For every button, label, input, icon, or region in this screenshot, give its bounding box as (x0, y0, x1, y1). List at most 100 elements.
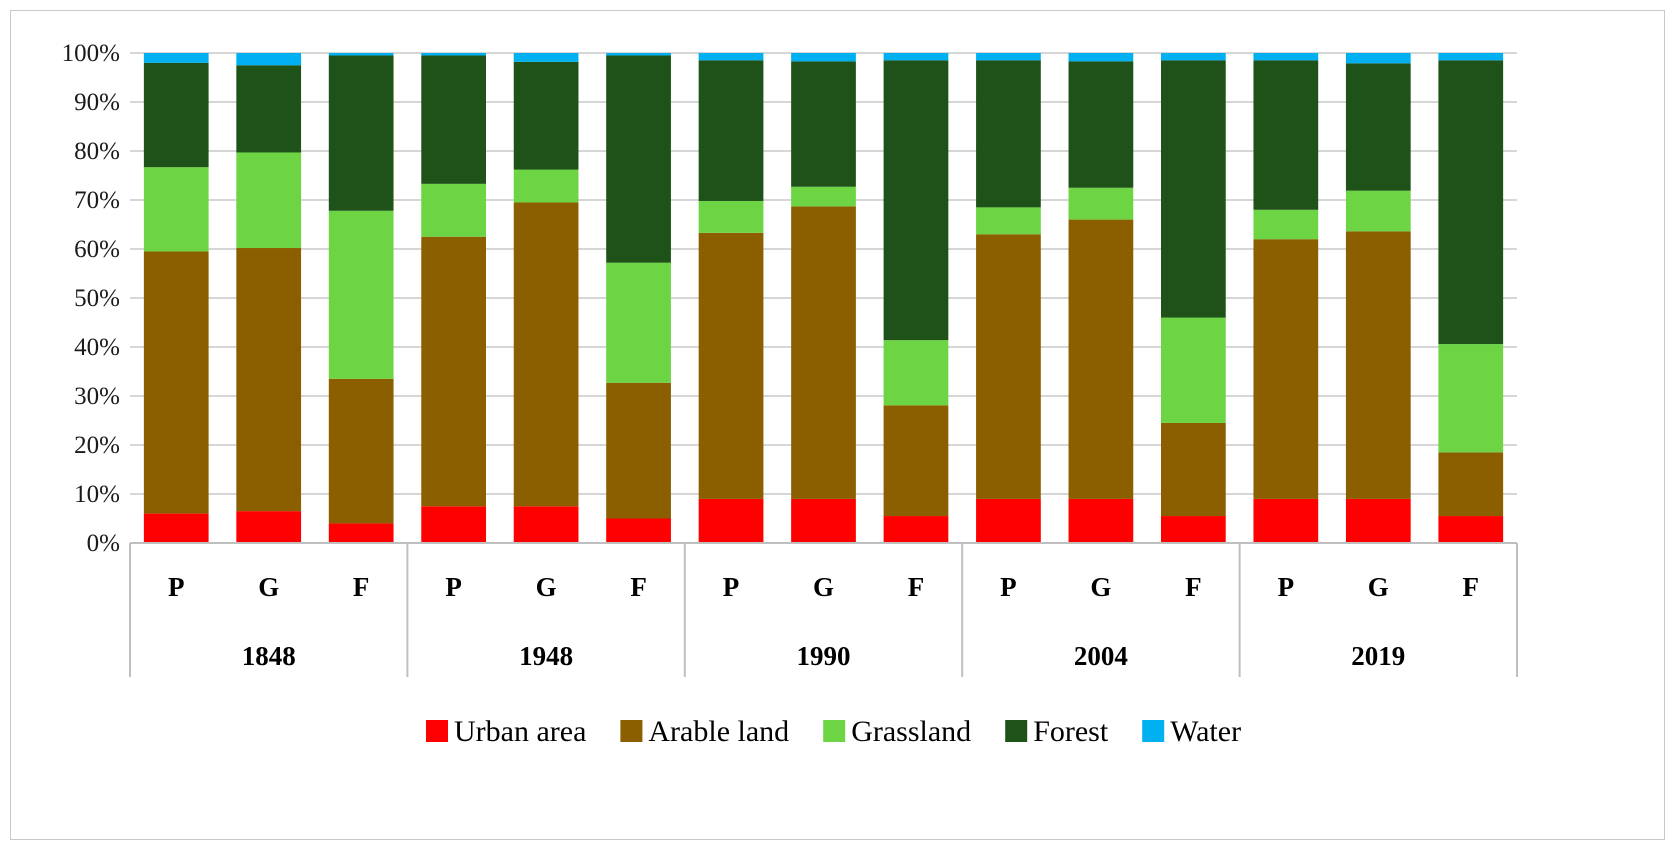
x-subcategory-label: P (445, 572, 462, 602)
bar-segment-water (883, 53, 949, 61)
y-tick-label: 0% (87, 530, 120, 557)
legend-item-grassland: Grassland (823, 715, 971, 748)
legend-item-water: Water (1142, 715, 1241, 748)
bar-segment-grassland (1161, 317, 1226, 423)
bar-segment-grassland (1068, 187, 1134, 220)
bar-segment-forest (791, 61, 856, 187)
bar-segment-arable-land (328, 378, 394, 524)
y-tick-label: 70% (74, 187, 120, 214)
bar-segment-grassland (236, 152, 302, 249)
x-group-label: 2004 (1074, 641, 1128, 671)
bar-segment-forest (976, 60, 1041, 208)
y-tick-label: 80% (74, 138, 120, 165)
chart-frame: 0% 10% 20% 30% 40% 50% 60% 70% 80% 90% 100% P G F 184… (10, 10, 1665, 840)
x-subcategory-label: P (1278, 572, 1295, 602)
bar-segment-arable-land (606, 382, 671, 519)
bar-segment-arable-land (1253, 239, 1319, 499)
x-subcategory-label: G (258, 572, 279, 602)
bar-segment-urban-area (143, 513, 209, 543)
bar-segment-water (1161, 53, 1226, 61)
bar-segment-urban-area (1345, 498, 1411, 543)
legend-label: Urban area (454, 715, 586, 748)
bar-segment-grassland (1438, 344, 1504, 453)
bar-segment-urban-area (421, 506, 486, 543)
y-tick-label: 50% (74, 285, 120, 312)
bar-segment-water (513, 53, 579, 62)
bar-segment-water (421, 53, 486, 56)
bar-segment-water (791, 53, 856, 62)
bar-segment-urban-area (236, 511, 302, 543)
x-subcategory-label: P (1000, 572, 1017, 602)
bar-segment-water (1068, 53, 1134, 62)
bar-segment-urban-area (328, 523, 394, 543)
bar-segment-grassland (513, 169, 579, 203)
bar-segment-grassland (698, 200, 764, 233)
bar-segment-forest (143, 62, 209, 168)
y-axis: 0% 10% 20% 30% 40% 50% 60% 70% 80% 90% 100% (62, 40, 120, 557)
y-tick-label: 20% (74, 432, 120, 459)
y-tick-label: 10% (74, 481, 120, 508)
x-subcategory-label: F (1463, 572, 1480, 602)
x-subcategory-label: G (1368, 572, 1389, 602)
bar-segment-grassland (328, 210, 394, 379)
x-group-label: 1990 (797, 641, 851, 671)
bar-segment-arable-land (883, 405, 949, 517)
bar-segment-urban-area (1253, 498, 1319, 543)
bar-segment-grassland (421, 183, 486, 237)
bar-segment-arable-land (513, 202, 579, 507)
bar-segment-forest (698, 60, 764, 201)
bar-segment-water (1438, 53, 1504, 61)
bar-segment-forest (513, 61, 579, 170)
bar-segment-arable-land (236, 248, 302, 512)
x-subcategory-label: F (1185, 572, 1202, 602)
x-subcategory-label: P (168, 572, 185, 602)
x-axis: P G F 1848 P G F 1948 P G F 1990 P G F 2004 P G F 2019 (129, 542, 1518, 677)
bar-segment-arable-land (698, 232, 764, 499)
legend-swatch (426, 720, 448, 742)
y-tick-label: 40% (74, 334, 120, 361)
bar-segment-forest (1161, 60, 1226, 318)
x-subcategory-label: P (723, 572, 740, 602)
legend-swatch (620, 720, 643, 742)
bar-segment-water (698, 53, 764, 61)
y-tick-label: 90% (74, 89, 120, 116)
y-tick-label: 100% (62, 40, 120, 67)
bar-segment-urban-area (1161, 516, 1226, 543)
bar-segment-arable-land (1068, 219, 1134, 499)
bar-segment-grassland (1253, 209, 1319, 240)
bar-segment-water (606, 53, 671, 56)
bar-segment-forest (421, 55, 486, 184)
legend-item-urban-area: Urban area (426, 715, 586, 748)
bar-segment-forest (236, 65, 302, 153)
bar-segment-forest (606, 55, 671, 263)
bar-segment-forest (1438, 60, 1504, 345)
stacked-bar-chart: 0% 10% 20% 30% 40% 50% 60% 70% 80% 90% 100% P G F 184… (62, 40, 1518, 748)
legend-label: Arable land (648, 715, 789, 748)
bar-segment-grassland (791, 186, 856, 207)
x-group-label: 1948 (519, 641, 573, 671)
x-subcategory-label: G (813, 572, 834, 602)
bar-segment-water (1253, 53, 1319, 61)
bar-segment-urban-area (698, 498, 764, 543)
bar-segment-water (328, 53, 394, 56)
legend-swatch (1142, 720, 1165, 742)
bar-segment-forest (883, 60, 949, 341)
bar-segment-water (143, 53, 209, 63)
bar-segment-arable-land (976, 234, 1041, 499)
bar-segment-forest (1253, 60, 1319, 210)
bar-segment-arable-land (421, 236, 486, 507)
bar-segment-urban-area (606, 518, 671, 543)
bar-segment-water (976, 53, 1041, 61)
x-subcategory-label: F (908, 572, 925, 602)
x-group-label: 2019 (1351, 641, 1405, 671)
bar-segment-urban-area (513, 506, 579, 543)
bar-segment-forest (328, 55, 394, 211)
legend-swatch (823, 720, 846, 742)
bar-segment-urban-area (883, 516, 949, 543)
bar-segment-grassland (606, 262, 671, 383)
legend-label: Water (1170, 715, 1241, 748)
legend-label: Grassland (851, 715, 971, 748)
bar-segment-water (1345, 53, 1411, 64)
bar-segment-urban-area (1438, 516, 1504, 543)
bar-segment-urban-area (976, 498, 1041, 543)
